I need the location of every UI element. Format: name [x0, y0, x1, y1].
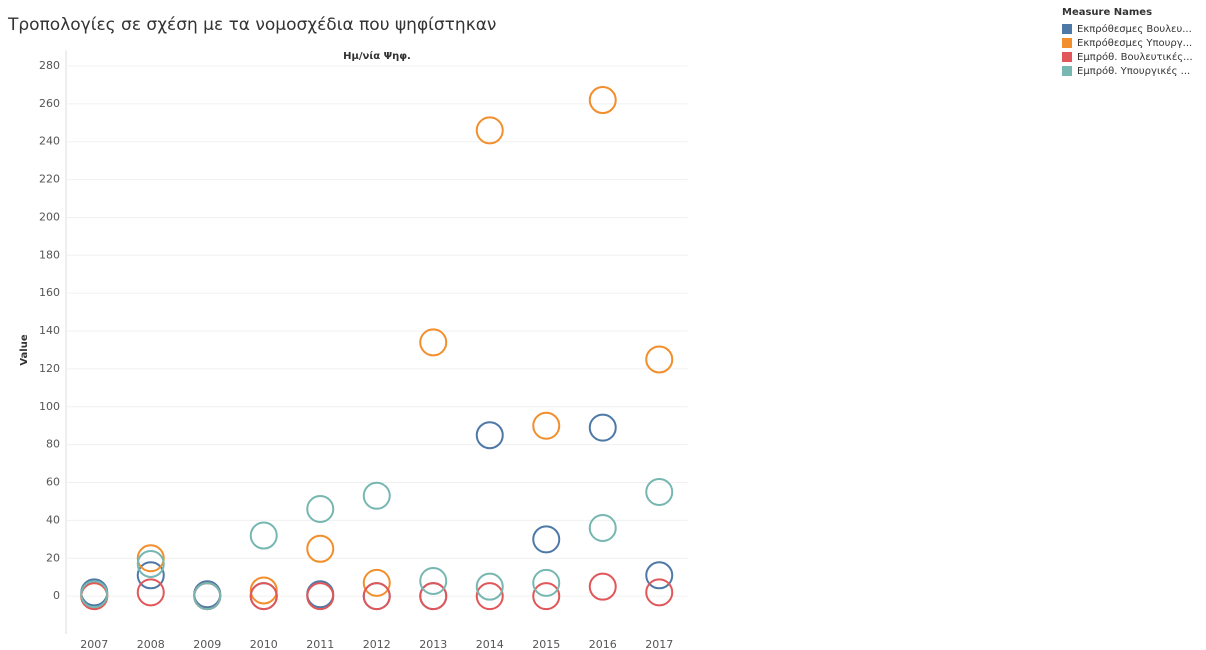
y-tick-label: 40 [46, 513, 60, 526]
point [136, 561, 165, 590]
point [362, 481, 391, 510]
x-tick-label: 2016 [589, 638, 617, 650]
x-tick-label: 2008 [137, 638, 165, 650]
point [588, 572, 617, 601]
x-tick-label: 2014 [476, 638, 504, 650]
y-tick-label: 100 [39, 400, 60, 413]
point [588, 513, 617, 542]
point [249, 582, 278, 611]
y-tick-label: 140 [39, 324, 60, 337]
y-tick-label: 280 [39, 59, 60, 72]
x-tick-label: 2009 [193, 638, 221, 650]
point [475, 572, 504, 601]
legend-swatch [1062, 52, 1072, 62]
x-tick-label: 2015 [532, 638, 560, 650]
y-axis-label: Value [19, 334, 30, 365]
y-tick-label: 160 [39, 286, 60, 299]
point [249, 576, 278, 605]
legend-label: Εκπρόθεσμες Υπουργ... [1077, 37, 1192, 49]
point [645, 561, 674, 590]
y-tick-label: 80 [46, 438, 60, 451]
point [645, 477, 674, 506]
legend-swatch [1062, 66, 1072, 76]
point [306, 534, 335, 563]
y-tick-label: 60 [46, 476, 60, 489]
point [475, 421, 504, 450]
chart-title: Τροπολογίες σε σχέση με τα νομοσχέδια πο… [7, 15, 496, 35]
x-tick-label: 2011 [306, 638, 334, 650]
point [645, 578, 674, 607]
legend-label: Εκπρόθεσμες Βουλευ... [1077, 23, 1192, 35]
point [80, 580, 109, 609]
point [475, 582, 504, 611]
point [193, 580, 222, 609]
y-tick-label: 220 [39, 173, 60, 186]
y-tick-label: 240 [39, 135, 60, 148]
x-tick-label: 2013 [419, 638, 447, 650]
legend-title: Measure Names [1062, 7, 1152, 18]
point [419, 566, 448, 595]
y-tick-label: 20 [46, 551, 60, 564]
point [249, 521, 278, 550]
point [588, 86, 617, 115]
point [306, 580, 335, 609]
legend-label: Εμπρόθ. Υπουργικές ... [1077, 65, 1190, 77]
point [532, 411, 561, 440]
x-tick-label: 2012 [363, 638, 391, 650]
point [532, 568, 561, 597]
y-tick-label: 200 [39, 210, 60, 223]
point [136, 549, 165, 578]
x-tick-label: 2007 [80, 638, 108, 650]
legend-label: Εμπρόθ. Βουλευτικές... [1077, 51, 1193, 63]
x-header: Ημ/νία Ψηφ. [343, 50, 411, 62]
point [306, 582, 335, 611]
point [419, 582, 448, 611]
point [306, 495, 335, 524]
point [475, 116, 504, 145]
y-tick-label: 180 [39, 248, 60, 261]
point [419, 328, 448, 357]
x-tick-label: 2010 [250, 638, 278, 650]
point [136, 578, 165, 607]
point [193, 582, 222, 611]
point [362, 582, 391, 611]
point [588, 413, 617, 442]
y-tick-label: 0 [53, 589, 60, 602]
point [532, 582, 561, 611]
x-tick-label: 2017 [645, 638, 673, 650]
point [362, 568, 391, 597]
y-tick-label: 120 [39, 362, 60, 375]
point [136, 544, 165, 573]
point [645, 345, 674, 374]
legend-swatch [1062, 38, 1072, 48]
point [532, 525, 561, 554]
y-tick-label: 260 [39, 97, 60, 110]
legend-swatch [1062, 24, 1072, 34]
